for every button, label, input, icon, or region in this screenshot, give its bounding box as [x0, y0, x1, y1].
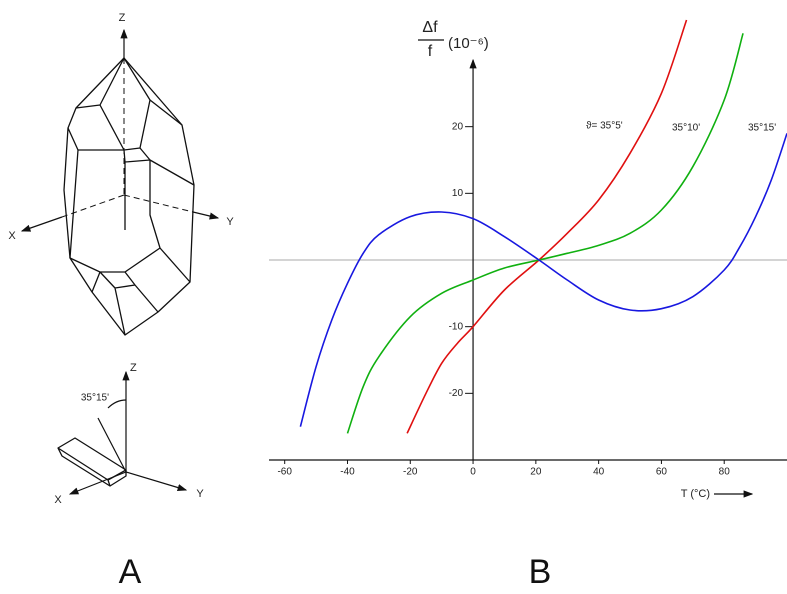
curve: [347, 33, 743, 433]
x-label: X: [8, 230, 16, 242]
cut-angle-arc: [108, 400, 126, 408]
crystal-facets: [68, 58, 194, 282]
cut-angle: 35°15': [81, 393, 109, 404]
cut-diagram: 35°15' Z X Y: [54, 362, 204, 506]
y-axis-dashed: [124, 195, 193, 212]
legend-label: 35°15': [748, 123, 776, 134]
y-axis: [193, 212, 218, 218]
figure: Z X Y 35°15' Z X Y Δf f (10⁻⁶) T (°C) A …: [0, 0, 787, 594]
y-tick-label: -10: [449, 321, 464, 332]
x-tick-label: 80: [719, 467, 731, 478]
cut-x-label: X: [54, 494, 62, 506]
cut-y-axis: [126, 472, 186, 490]
x-axis-dashed: [62, 195, 124, 217]
x-tick-label: 40: [593, 467, 605, 478]
x-tick-label: 60: [656, 467, 668, 478]
y-tick-label: 10: [452, 188, 464, 199]
y-label-denominator: f: [428, 43, 433, 60]
y-tick-label: 20: [452, 121, 464, 132]
y-label: Y: [226, 216, 234, 228]
x-tick-label: -40: [340, 467, 355, 478]
z-label: Z: [119, 12, 126, 24]
panel-label: B: [529, 553, 552, 591]
y-label-numerator: Δf: [422, 19, 438, 36]
panel-label: A: [119, 553, 142, 591]
cut-y-label: Y: [196, 488, 204, 500]
curve: [300, 133, 787, 426]
x-axis-label: T (°C): [681, 488, 710, 500]
curve: [407, 20, 686, 433]
x-axis: [22, 217, 62, 231]
cut-z-label: Z: [130, 362, 137, 374]
legend-label: 35°10': [672, 123, 700, 134]
y-tick-label: -20: [449, 388, 464, 399]
x-tick-label: -20: [403, 467, 418, 478]
legend-label: ϑ= 35°5': [586, 121, 623, 132]
y-label-unit: (10⁻⁶): [448, 35, 489, 52]
x-tick-label: 0: [470, 467, 476, 478]
x-tick-label: -60: [277, 467, 292, 478]
crystal-diagram: Z X Y: [8, 12, 234, 335]
x-tick-label: 20: [530, 467, 542, 478]
cut-normal: [98, 418, 126, 472]
cut-plate: [58, 438, 126, 486]
